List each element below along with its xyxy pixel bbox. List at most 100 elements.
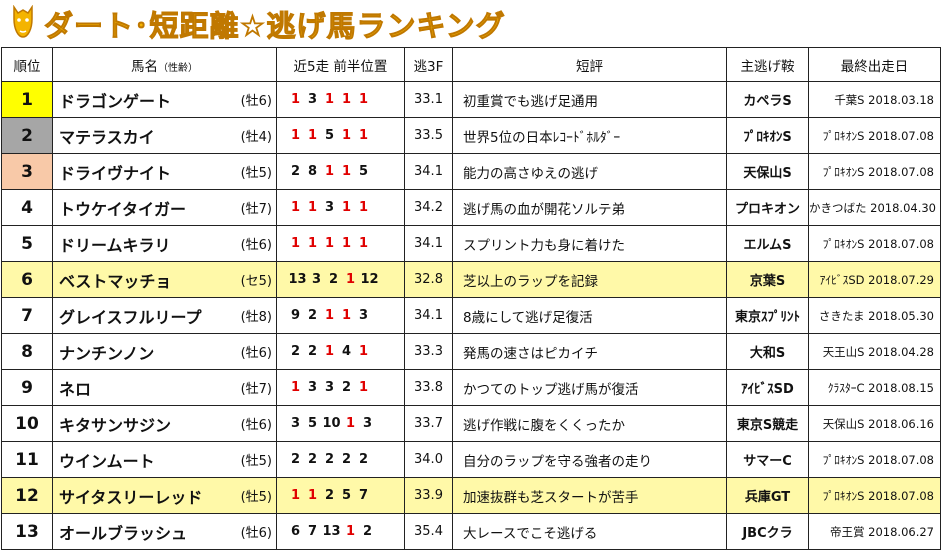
position-value: 6: [290, 524, 301, 539]
position-value: 2: [307, 308, 318, 323]
header-note: 短評: [452, 47, 727, 82]
position-value: 1: [324, 236, 335, 251]
sex-age: (牡7): [240, 381, 272, 397]
table-row: 13 オールブラッシュ (牡6) 6 7 13 1 2 35.4 大レースでこそ逃げる JBCクラ帝…: [1, 513, 941, 550]
ranking-table: 順位 馬名（性齢） 近5走 前半位置 逃3F 短評 主逃げ鞍 最終出走日 1 ドラ…: [1, 47, 941, 550]
header-name-sub: （性齢）: [158, 62, 198, 74]
date-cell: さきたま 2018.05.30: [808, 297, 941, 334]
horse-name: ネロ: [59, 379, 92, 399]
name-cell: ドラゴンゲート (牡6): [52, 81, 277, 118]
sex-age: (牡6): [240, 93, 272, 109]
position-value: 1: [341, 308, 352, 323]
position-value: 5: [358, 164, 369, 179]
horse-head-icon: [13, 5, 33, 38]
position-value: 2: [341, 452, 352, 467]
position-value: 1: [324, 164, 335, 179]
position-value: 1: [290, 236, 301, 251]
f3-cell: 33.5: [404, 117, 453, 154]
position-value: 4: [341, 344, 352, 359]
note-cell: 逃げ馬の血が開花ソルテ弟: [452, 189, 727, 226]
sex-age: (牡6): [240, 345, 272, 361]
position-value: 1: [358, 380, 369, 395]
header-positions: 近5走 前半位置: [276, 47, 405, 82]
date-cell: 千葉S 2018.03.18: [808, 81, 941, 118]
race-cell: 東京ｽﾌﾟﾘﾝﾄ: [726, 297, 809, 334]
horse-name: ナンチンノン: [59, 343, 155, 363]
position-value: 1: [324, 92, 335, 107]
horse-name: キタサンサジン: [59, 415, 172, 435]
sex-age: (牡6): [240, 417, 272, 433]
note-cell: 自分のラップを守る強者の走り: [452, 441, 727, 478]
name-cell: サイタスリーレッド (牡5): [52, 477, 277, 514]
note-cell: 加速抜群も芝スタートが苦手: [452, 477, 727, 514]
date-cell: ﾌﾟﾛｷｵﾝS 2018.07.08: [808, 153, 941, 190]
position-value: 1: [358, 128, 369, 143]
position-value: 1: [358, 200, 369, 215]
note-cell: 世界5位の日本ﾚｺｰﾄﾞﾎﾙﾀﾞｰ: [452, 117, 727, 154]
rank-cell: 8: [1, 333, 53, 370]
sex-age: (牡5): [240, 165, 272, 181]
rank-cell: 6: [1, 261, 53, 298]
table-body: 1 ドラゴンゲート (牡6) 1 3 1 1 1 33.1 初重賞でも逃げ足通用 カペラS 千葉S 2…: [1, 81, 941, 550]
date-cell: かきつばた 2018.04.30: [808, 189, 941, 226]
position-value: 3: [290, 416, 301, 431]
table-row: 12 サイタスリーレッド (牡5) 1 1 2 5 7 33.9 加速抜群も芝スタートが苦手 兵庫G…: [1, 477, 941, 514]
date-cell: ﾌﾟﾛｷｵﾝS 2018.07.08: [808, 441, 941, 478]
position-value: 1: [341, 128, 352, 143]
horse-name: トウケイタイガー: [59, 199, 187, 219]
race-cell: JBCクラ: [726, 513, 809, 550]
position-value: 2: [341, 380, 352, 395]
position-value: 5: [307, 416, 318, 431]
f3-cell: 33.9: [404, 477, 453, 514]
header-f3: 逃3F: [404, 47, 453, 82]
table-row: 5 ドリームキラリ (牡6) 1 1 1 1 1 34.1 スプリント力も身に着けた エルムS ﾌﾟﾛ…: [1, 225, 941, 262]
page-title: ダート･短距離☆逃げ馬ランキング: [44, 9, 506, 44]
rank-cell: 4: [1, 189, 53, 226]
position-value: 1: [324, 344, 335, 359]
position-value: 1: [290, 488, 301, 503]
table-row: 2 マテラスカイ (牡4) 1 1 5 1 1 33.5 世界5位の日本ﾚｺｰﾄﾞﾎﾙﾀﾞｰ ﾌﾟﾛ…: [1, 117, 941, 154]
horse-name: ウインムート: [59, 451, 155, 471]
name-cell: オールブラッシュ (牡6): [52, 513, 277, 550]
name-cell: ウインムート (牡5): [52, 441, 277, 478]
position-value: 1: [307, 128, 318, 143]
rank-cell: 9: [1, 369, 53, 406]
date-cell: ﾌﾟﾛｷｵﾝS 2018.07.08: [808, 117, 941, 154]
race-cell: 京葉S: [726, 261, 809, 298]
rank-cell: 2: [1, 117, 53, 154]
rank-cell: 10: [1, 405, 53, 442]
race-cell: 東京S競走: [726, 405, 809, 442]
race-cell: 大和S: [726, 333, 809, 370]
position-value: 3: [324, 200, 335, 215]
f3-cell: 32.8: [404, 261, 453, 298]
position-value: 12: [360, 272, 379, 287]
position-value: 13: [288, 272, 307, 287]
position-value: 8: [307, 164, 318, 179]
name-cell: ベストマッチョ (セ5): [52, 261, 277, 298]
horse-name: サイタスリーレッド: [59, 487, 203, 507]
note-cell: 初重賞でも逃げ足通用: [452, 81, 727, 118]
table-row: 4 トウケイタイガー (牡7) 1 1 3 1 1 34.2 逃げ馬の血が開花ソルテ弟 プロキオンか…: [1, 189, 941, 226]
position-value: 1: [324, 308, 335, 323]
rank-cell: 1: [1, 81, 53, 118]
position-value: 1: [345, 272, 356, 287]
table-row: 8 ナンチンノン (牡6) 2 2 1 4 1 33.3 発馬の速さはピカイチ 大和S 天王山S 20…: [1, 333, 941, 370]
position-value: 3: [324, 380, 335, 395]
position-value: 1: [341, 200, 352, 215]
horse-name: ドライヴナイト: [59, 163, 172, 183]
position-value: 10: [322, 416, 341, 431]
position-value: 2: [307, 452, 318, 467]
position-value: 1: [341, 236, 352, 251]
position-value: 1: [345, 524, 356, 539]
note-cell: 逃げ作戦に腹をくくったか: [452, 405, 727, 442]
position-value: 2: [358, 452, 369, 467]
header-rank: 順位: [1, 47, 53, 82]
position-value: 3: [362, 416, 373, 431]
horse-name: ドリームキラリ: [59, 235, 171, 255]
race-cell: カペラS: [726, 81, 809, 118]
race-cell: 兵庫GT: [726, 477, 809, 514]
position-value: 1: [307, 236, 318, 251]
